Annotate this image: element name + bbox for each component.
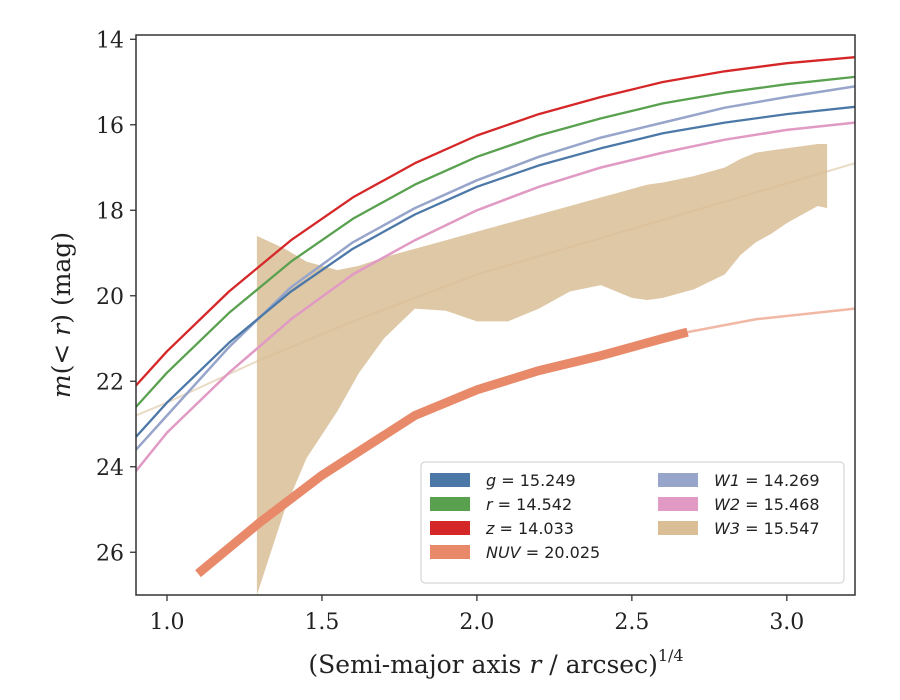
series-z-line [136,56,855,387]
series-layer [136,56,855,595]
y-tick-label: 14 [96,28,124,53]
y-tick-label: 24 [96,456,124,481]
x-tick-label: 2.5 [614,610,649,635]
legend-entry-nuv: NUV = 20.025 [430,543,600,562]
x-tick-label: 1.5 [304,610,339,635]
x-axis-title: (Semi-major axis r / arcsec)1/4 [308,646,683,679]
x-tick-label: 2.0 [459,610,494,635]
legend-label: W2 = 15.468 [714,495,820,514]
legend-entries: g = 15.249 r = 14.542 z = 14.033 NUV = 20.0… [430,471,820,562]
y-tick-label: 26 [96,541,124,566]
plot-frame [135,34,856,596]
legend-label: z = 14.033 [485,519,574,538]
y-tick-label: 16 [96,114,124,139]
legend-label: NUV = 20.025 [486,543,600,562]
legend-label: W1 = 14.269 [714,471,820,490]
legend-swatch [430,545,470,559]
y-tick-label: 18 [96,199,124,224]
legend-entry-z: z = 14.033 [430,519,574,538]
legend-swatch [658,497,698,511]
y-tick-label: 20 [96,285,124,310]
series-nuv-extension [687,307,855,334]
legend-swatch [430,473,470,487]
series-g-line [136,105,855,438]
series-w3-line [136,162,855,417]
legend-entry-g: g = 15.249 [430,471,576,490]
legend-label: g = 15.249 [486,471,576,490]
series-w1-line [136,85,855,451]
legend-entry-w1: W1 = 14.269 [658,471,820,490]
legend-box [420,461,845,584]
legend-entry-r: r = 14.542 [430,495,572,514]
legend-entry-w2: W2 = 15.468 [658,495,820,514]
legend-swatch [430,521,470,535]
legend-label: r = 14.542 [486,495,572,514]
x-tick-label: 1.0 [149,610,184,635]
legend: g = 15.249 r = 14.542 z = 14.033 NUV = 20.0… [420,461,845,584]
x-tick-label: 3.0 [769,610,804,635]
legend-entry-w3: W3 = 15.547 [658,519,820,538]
series-w2-line [136,121,855,472]
series-w3-band [256,144,828,595]
y-axis-ticks: 14 16 18 20 22 24 26 [96,28,136,566]
legend-label: W3 = 15.547 [714,519,820,538]
y-tick-label: 22 [96,370,124,395]
series-nuv-band [195,327,689,578]
legend-swatch [430,497,470,511]
y-axis-title: m(< r) (mag) [47,232,76,398]
x-axis-ticks: 1.0 1.5 2.0 2.5 3.0 [149,595,804,635]
legend-swatch [658,521,698,535]
legend-swatch [658,473,698,487]
series-r-line [136,75,855,408]
